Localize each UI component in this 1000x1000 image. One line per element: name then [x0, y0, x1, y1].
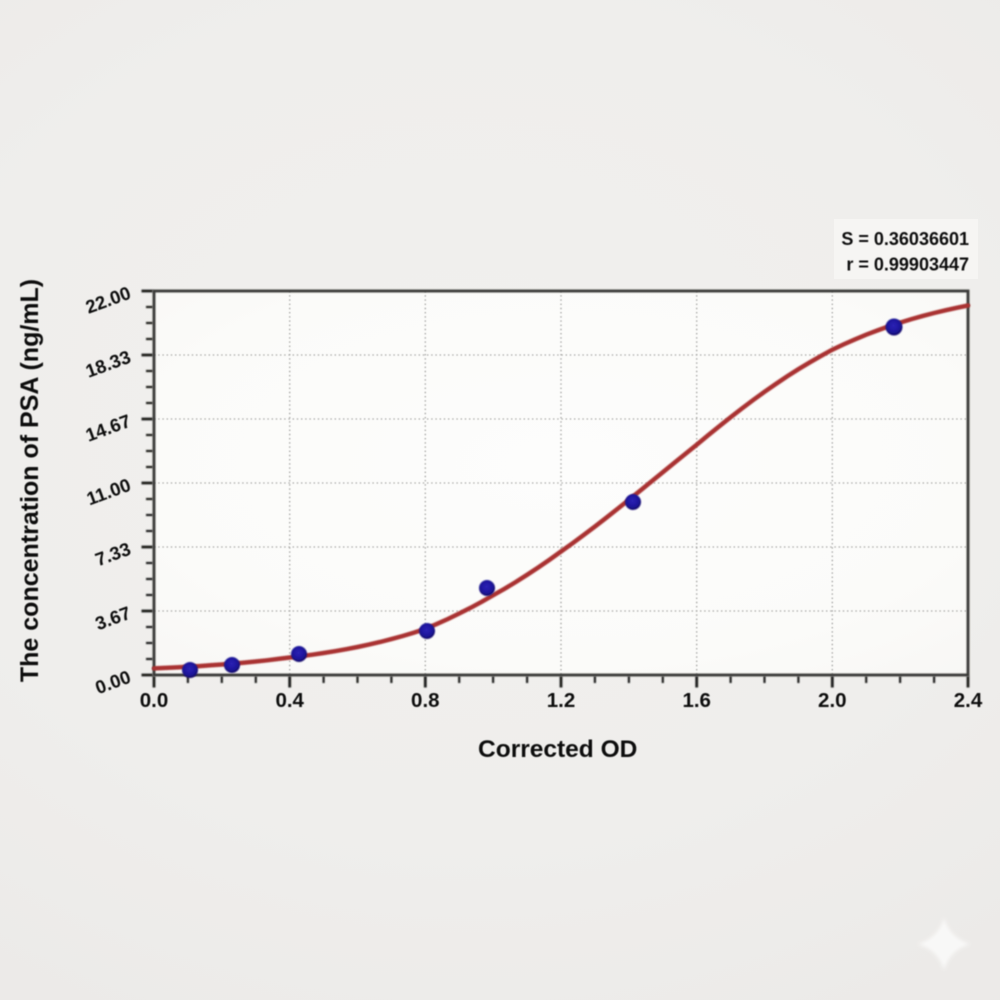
svg-text:2.4: 2.4: [954, 689, 983, 712]
svg-text:S = 0.36036601: S = 0.36036601: [841, 229, 969, 249]
svg-text:1.2: 1.2: [547, 689, 576, 712]
svg-text:14.67: 14.67: [83, 410, 134, 446]
svg-text:Corrected OD: Corrected OD: [478, 736, 637, 763]
svg-text:0.0: 0.0: [140, 689, 169, 712]
svg-text:1.6: 1.6: [682, 689, 711, 712]
svg-text:18.33: 18.33: [83, 346, 134, 382]
svg-text:22.00: 22.00: [83, 282, 134, 318]
svg-text:0.8: 0.8: [411, 689, 440, 712]
svg-text:11.00: 11.00: [84, 474, 134, 509]
svg-text:3.67: 3.67: [92, 602, 133, 634]
svg-text:7.33: 7.33: [92, 538, 133, 570]
svg-text:0.4: 0.4: [275, 689, 304, 712]
svg-text:2.0: 2.0: [818, 689, 847, 712]
svg-text:r = 0.99903447: r = 0.99903447: [846, 255, 969, 275]
svg-text:The concentration of PSA (ng/m: The concentration of PSA (ng/mL): [16, 279, 44, 682]
svg-text:0.00: 0.00: [92, 666, 133, 698]
